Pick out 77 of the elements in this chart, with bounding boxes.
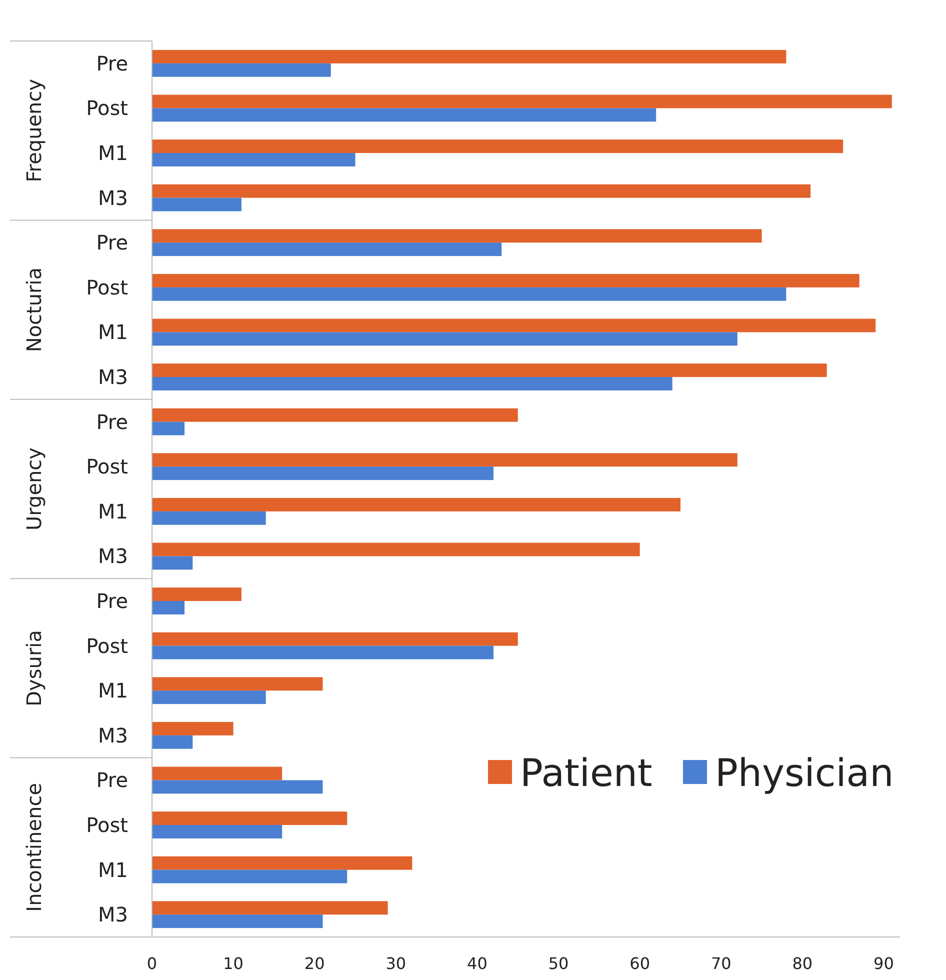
x-tick-label: 40: [467, 954, 488, 973]
bar: [152, 735, 193, 749]
bar: [152, 184, 811, 198]
y-tick-label: M1: [98, 499, 128, 524]
bar: [152, 364, 827, 377]
text: Nocturia: [22, 267, 46, 352]
y-tick-label: M3: [98, 723, 128, 748]
bar: [152, 377, 672, 390]
x-tick-label: 50: [548, 954, 569, 973]
bar: [152, 242, 502, 256]
bar: [152, 766, 282, 780]
bar: [152, 511, 266, 525]
bar: [152, 453, 738, 467]
text: Frequency: [22, 78, 46, 182]
bar: [152, 677, 323, 691]
x-tick-label: 90: [874, 954, 894, 973]
y-tick-label: Post: [86, 454, 128, 479]
bar: [152, 198, 242, 212]
x-tick-label: 20: [304, 954, 325, 973]
y-tick-label: M1: [98, 678, 128, 703]
bar: [152, 914, 323, 928]
bar: [152, 466, 494, 480]
bar: [152, 498, 680, 512]
bar: [152, 780, 323, 794]
legend-label: Patient: [520, 751, 652, 795]
y-tick-label: M3: [98, 544, 128, 568]
bar: [152, 287, 786, 301]
bar: [152, 153, 356, 166]
y-tick-label: Pre: [96, 410, 128, 434]
x-tick-label: 70: [710, 954, 732, 973]
bar: [152, 94, 892, 108]
y-tick-label: Post: [86, 96, 128, 120]
y-tick-label: Pre: [96, 51, 128, 76]
y-tick-label: Pre: [96, 768, 128, 792]
bar: [152, 140, 844, 153]
bar: [152, 63, 331, 77]
y-tick-label: Post: [86, 813, 128, 837]
bar: [152, 722, 234, 736]
bar: [152, 422, 185, 436]
x-tick-label: 0: [146, 954, 158, 973]
bar: [152, 812, 348, 825]
y-tick-label: M1: [98, 141, 128, 165]
y-tick-label: Pre: [96, 589, 128, 613]
bar: [152, 646, 494, 660]
bar: [152, 870, 348, 884]
y-tick-label: Post: [86, 634, 128, 658]
bar: [152, 229, 762, 243]
x-tick-label: 80: [792, 954, 813, 973]
bar: [152, 318, 876, 332]
bar: [152, 108, 656, 122]
bar: [152, 856, 412, 870]
bar: [152, 632, 518, 646]
bar: [152, 332, 738, 346]
y-tick-label: M3: [98, 902, 128, 927]
x-tick-label: 30: [386, 954, 406, 973]
text: Urgency: [22, 447, 46, 531]
text: Incontinence: [22, 782, 46, 912]
text: Dysuria: [22, 630, 46, 706]
bar: [152, 542, 640, 556]
y-tick-label: M3: [98, 365, 128, 389]
y-tick-label: M3: [98, 186, 128, 210]
y-tick-label: M1: [98, 320, 128, 344]
y-tick-label: Pre: [96, 230, 128, 255]
bar: [152, 408, 518, 422]
bar: [152, 690, 266, 704]
x-tick-label: 60: [630, 954, 650, 973]
bar: [152, 588, 242, 601]
bar: [152, 274, 860, 288]
bar: [152, 50, 786, 64]
y-tick-label: M1: [98, 858, 128, 882]
bar: [152, 825, 282, 838]
bar: [152, 556, 193, 570]
bar: [152, 601, 185, 614]
bar: [152, 901, 388, 915]
x-tick-label: 10: [223, 954, 244, 973]
y-tick-label: Post: [86, 275, 128, 300]
legend-label: Physician: [715, 751, 894, 795]
